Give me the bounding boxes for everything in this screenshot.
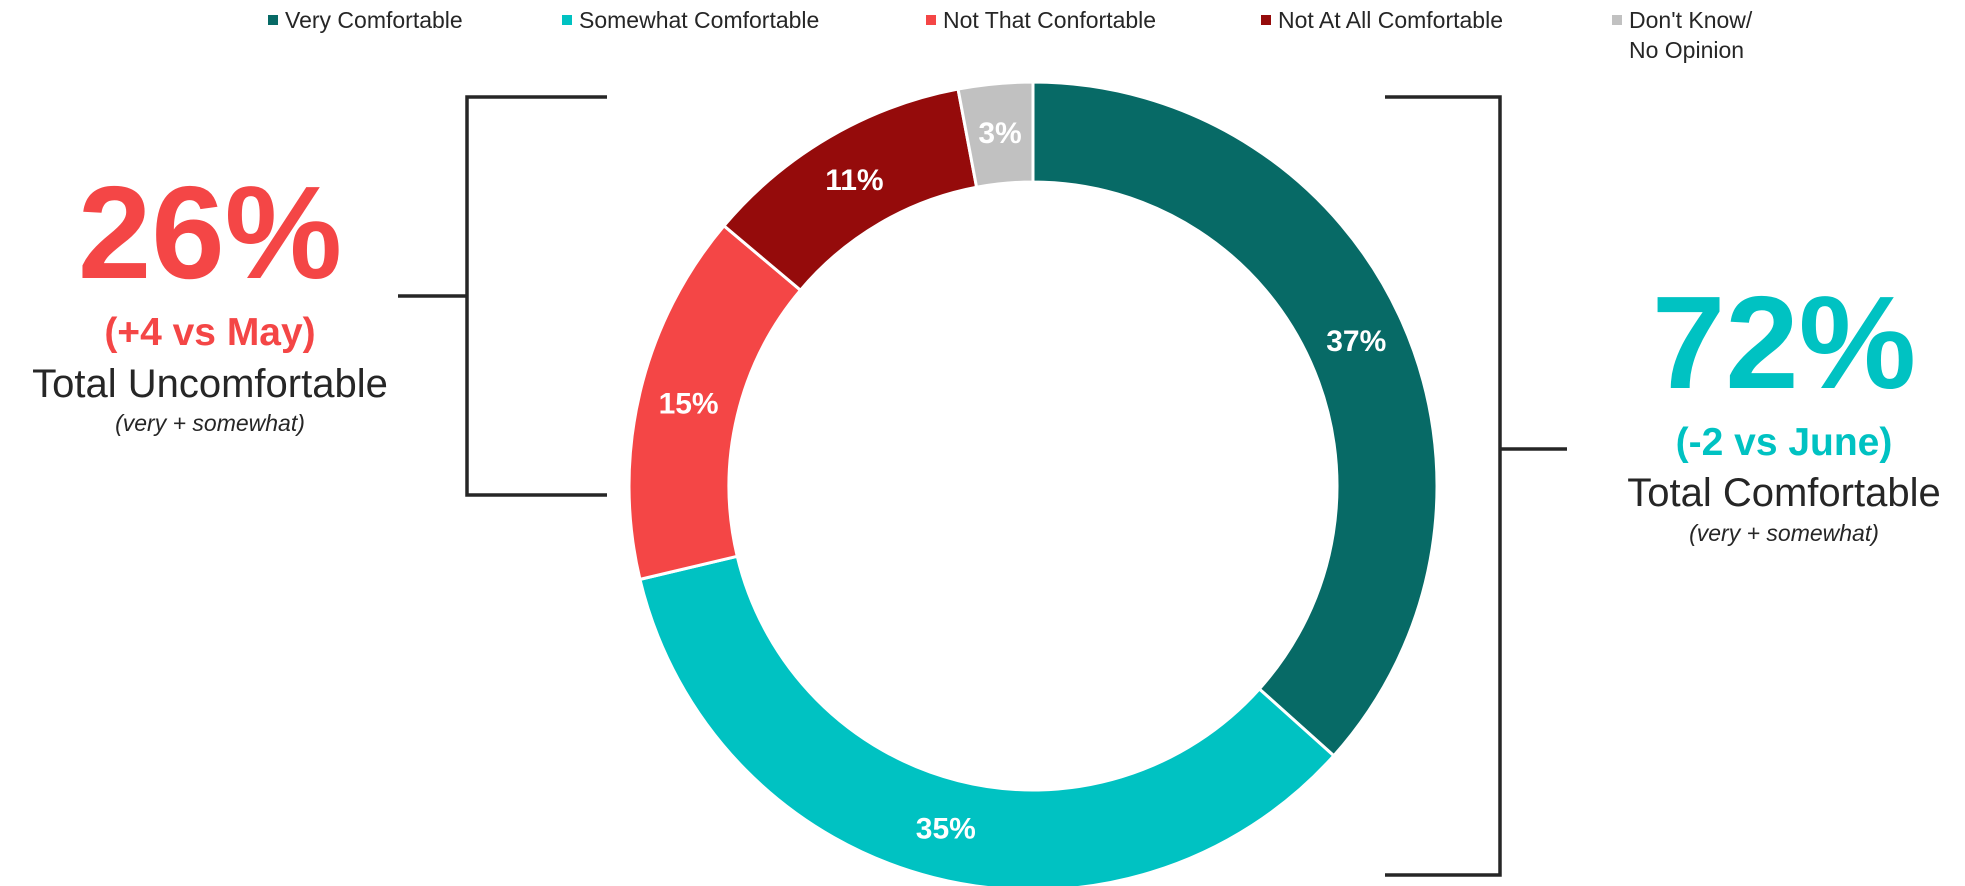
legend: Very Comfortable Somewhat Comfortable Not … [268, 7, 1753, 63]
legend-label: No Opinion [1629, 37, 1744, 63]
legend-label: Somewhat Comfortable [579, 7, 819, 33]
legend-swatch [1612, 15, 1622, 25]
uncomfortable-annotation: 26% (+4 vs May) Total Uncomfortable (ver… [32, 159, 388, 436]
slice-label-don-t-know-no-opinion: 3% [978, 117, 1021, 150]
legend-item-somewhat-comfortable: Somewhat Comfortable [562, 7, 819, 33]
uncomfortable-delta: (+4 vs May) [104, 311, 315, 354]
legend-item-not-that-confortable: Not That Confortable [926, 7, 1156, 33]
slice-label-somewhat-comfortable: 35% [916, 813, 976, 846]
slice-label-not-at-all-comfortable: 11% [825, 164, 883, 197]
slice-label-not-that-confortable: 15% [659, 388, 719, 421]
legend-item-don-t-know-no-opinion: Don't Know/No Opinion [1612, 7, 1753, 63]
slice-don-t-know-no-opinion [956, 80, 1035, 190]
legend-label: Don't Know/ [1629, 7, 1753, 33]
legend-item-not-at-all-comfortable: Not At All Comfortable [1261, 7, 1503, 33]
slice-somewhat-comfortable [638, 554, 1336, 886]
uncomfortable-total: 26% [78, 159, 342, 306]
slice-label-very-comfortable: 37% [1326, 325, 1386, 358]
legend-swatch [926, 15, 936, 25]
legend-label: Not That Confortable [943, 7, 1156, 33]
donut-slices [627, 80, 1439, 886]
uncomfortable-label: Total Uncomfortable [32, 362, 388, 406]
comfortable-total: 72% [1652, 269, 1916, 416]
uncomfortable-bracket [398, 95, 607, 497]
comfortable-delta: (-2 vs June) [1676, 421, 1893, 464]
uncomfortable-sublabel: (very + somewhat) [115, 410, 305, 436]
legend-swatch [1261, 15, 1271, 25]
legend-swatch [268, 15, 278, 25]
comfortable-annotation: 72% (-2 vs June) Total Comfortable (very… [1627, 269, 1940, 546]
slice-labels: 37% 35% 15% 11% 3% [659, 117, 1387, 846]
comfortable-bracket [1385, 95, 1567, 877]
legend-item-very-comfortable: Very Comfortable [268, 7, 463, 33]
slice-very-comfortable [1031, 80, 1439, 758]
comfortable-sublabel: (very + somewhat) [1689, 520, 1879, 546]
legend-swatch [562, 15, 572, 25]
comfortable-label: Total Comfortable [1627, 471, 1940, 515]
legend-label: Not At All Comfortable [1278, 7, 1503, 33]
legend-label: Very Comfortable [285, 7, 463, 33]
